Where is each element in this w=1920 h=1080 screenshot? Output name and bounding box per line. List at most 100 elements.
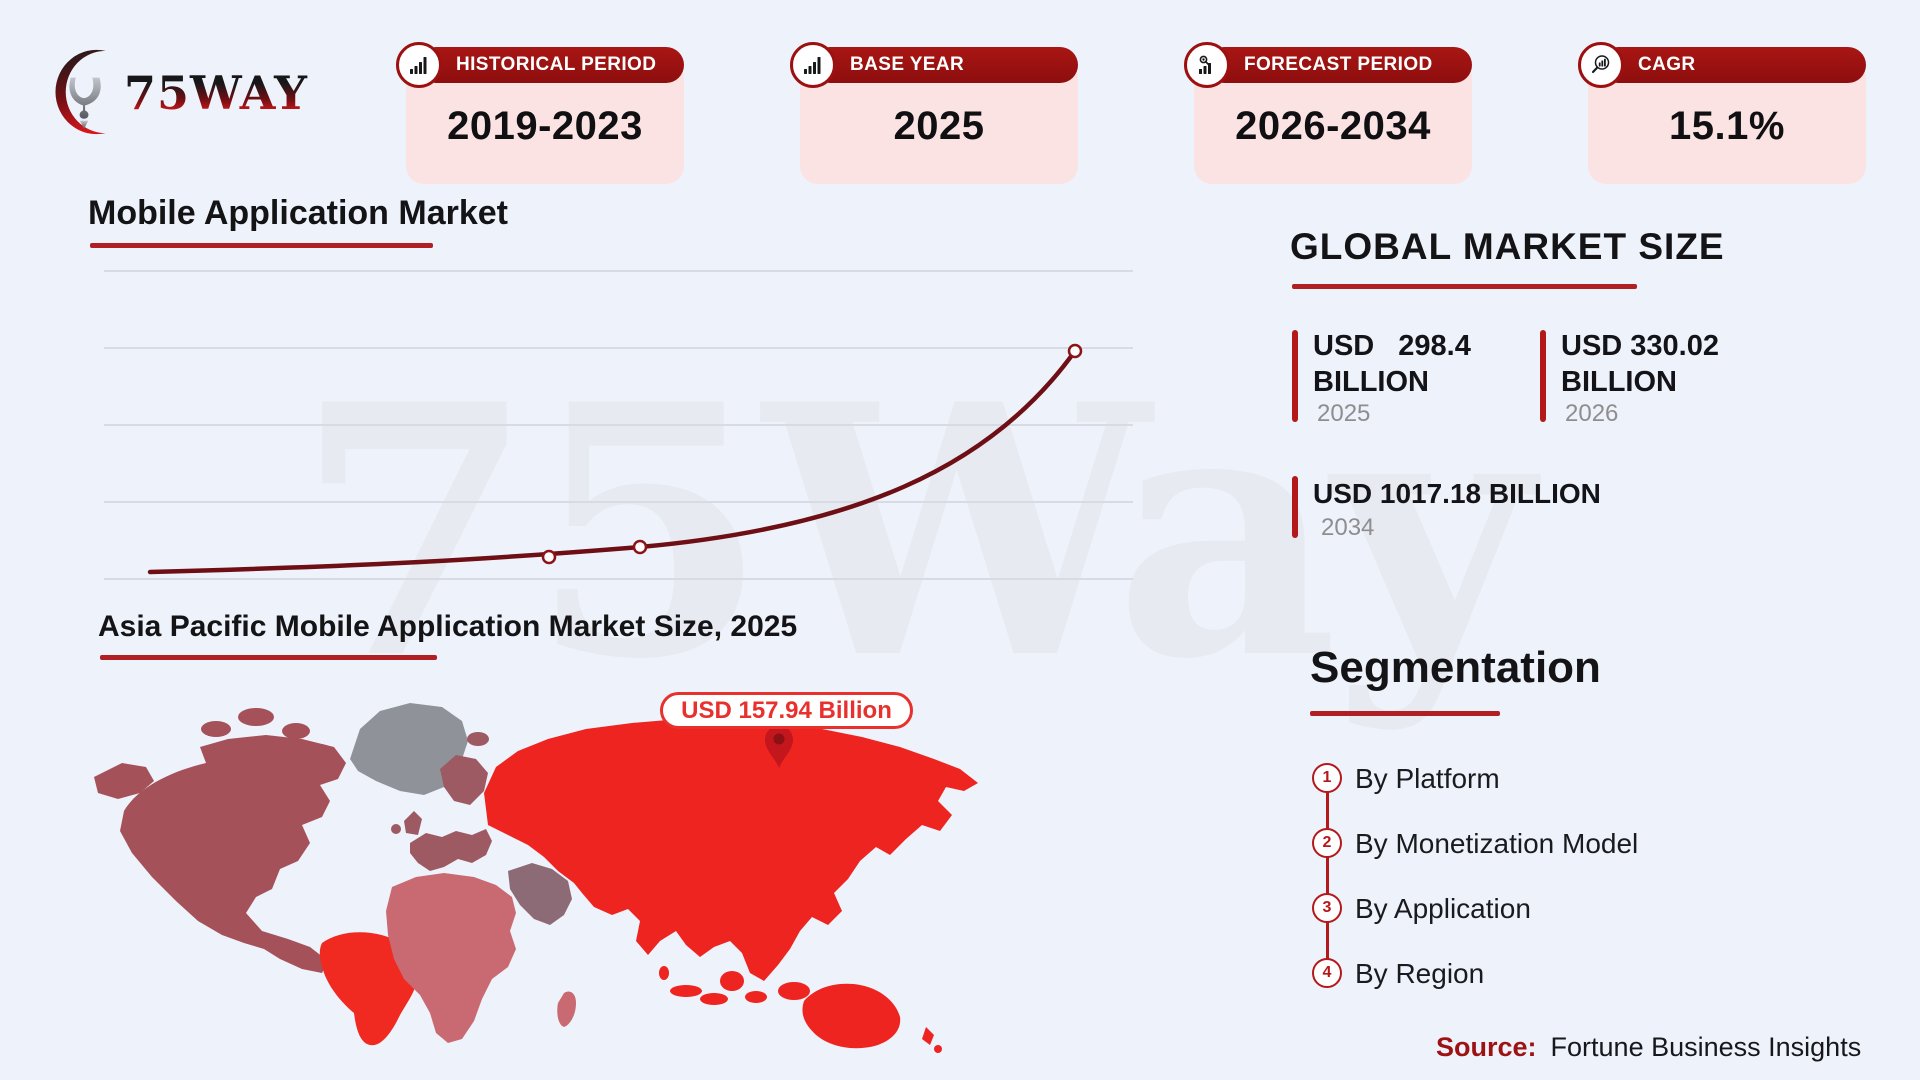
chart-gridline (104, 578, 1133, 580)
chart-gridline (104, 501, 1133, 503)
stat-badge-base-year: BASE YEAR 2025 (790, 42, 1078, 184)
map-region-south-america (319, 932, 418, 1046)
stat-pill: FORECAST PERIOD (1206, 47, 1472, 83)
background-watermark: 75Way (295, 330, 1533, 735)
logo-bull-glyph (69, 77, 101, 119)
segmentation-title: Segmentation (1310, 643, 1601, 692)
stat-accent-bar (1540, 330, 1546, 422)
map-region-madagascar (557, 991, 576, 1027)
stat-value: 2025 (893, 104, 985, 148)
map-region-alaska (94, 763, 154, 799)
chart-gridline (104, 270, 1133, 272)
map-region-europe-mainland (410, 829, 492, 871)
map-arctic-island (282, 723, 310, 739)
map-borneo (720, 971, 744, 991)
stat-label: BASE YEAR (850, 54, 965, 75)
map-indonesia-island (670, 985, 702, 997)
market-size-2034: USD 1017.18 BILLION (1313, 478, 1601, 509)
map-indonesia-island (745, 991, 767, 1003)
stat-pill: BASE YEAR (812, 47, 1078, 83)
map-region-japan (828, 826, 854, 871)
magnifier-chart-icon (1184, 42, 1230, 88)
map-region-africa (386, 873, 516, 1043)
logo-wordmark: 75WAY (124, 66, 308, 120)
segmentation-item-number: 4 (1312, 958, 1342, 988)
map-new-guinea (778, 982, 810, 1000)
map-arctic-island (309, 744, 331, 758)
world-map (94, 703, 978, 1053)
map-arctic-island (238, 708, 274, 726)
data-point-marker-2034 (1067, 343, 1083, 359)
stat-badge-historical-period: HISTORICAL PERIOD 2019-2023 (396, 42, 684, 184)
brand-logo: 75WAY (46, 44, 308, 144)
data-point-marker-2025 (541, 549, 557, 565)
market-size-2026: USD 330.02 BILLION (1561, 328, 1719, 400)
segmentation-item-label: By Application (1355, 893, 1531, 924)
source-value: Fortune Business Insights (1550, 1032, 1862, 1062)
map-region-new-zealand (922, 1027, 934, 1045)
stat-badge-cagr: CAGR 15.1% (1578, 42, 1866, 184)
chart-title: Mobile Application Market (88, 194, 509, 232)
map-region-north-america (120, 735, 346, 973)
global-market-size-title: GLOBAL MARKET SIZE (1290, 226, 1725, 267)
stat-accent-bar (1292, 476, 1298, 538)
market-size-2025-year: 2025 (1317, 400, 1371, 427)
stat-label: HISTORICAL PERIOD (456, 54, 657, 75)
map-region-scandinavia (440, 755, 488, 805)
map-region-australia (802, 983, 901, 1049)
map-region-middle-east (508, 863, 572, 925)
stat-badge-forecast-period: FORECAST PERIOD 2026-2034 (1184, 42, 1472, 184)
map-indonesia-island (700, 993, 728, 1005)
location-pin-icon (765, 726, 793, 768)
magnifier-bars-icon (1578, 42, 1624, 88)
map-nz-island (934, 1045, 942, 1053)
chart-title-underline (90, 243, 433, 248)
global-market-size-underline (1292, 284, 1637, 289)
market-size-2026-line1: USD 330.02 (1561, 330, 1719, 362)
segmentation-item-number: 3 (1312, 893, 1342, 923)
market-size-2025-line1: USD 298.4 (1313, 330, 1471, 362)
chart-gridline (104, 347, 1133, 349)
market-size-2025-line2: BILLION (1313, 366, 1429, 398)
market-size-2034-year: 2034 (1321, 514, 1375, 541)
map-sri-lanka (659, 966, 669, 980)
market-size-2026-line2: BILLION (1561, 366, 1677, 398)
map-title: Asia Pacific Mobile Application Market S… (98, 610, 798, 643)
map-arctic-island (201, 721, 231, 737)
stat-pill: CAGR (1600, 47, 1866, 83)
growth-curve-chart (147, 343, 1083, 575)
map-japan-island (822, 875, 830, 883)
market-size-2026-year: 2026 (1565, 400, 1619, 427)
stat-value: 2019-2023 (447, 104, 643, 148)
map-philippines (772, 937, 784, 957)
stat-label: CAGR (1638, 54, 1696, 75)
map-title-underline (100, 655, 437, 660)
map-value-callout: USD 157.94 Billion (660, 692, 913, 729)
market-size-2025: USD 298.4 BILLION (1313, 328, 1471, 400)
map-callout-text: USD 157.94 Billion (681, 696, 892, 724)
map-region-iceland (467, 732, 489, 746)
segmentation-item-label: By Region (1355, 958, 1485, 989)
stat-label: FORECAST PERIOD (1244, 54, 1433, 75)
bar-chart-icon (790, 42, 836, 88)
map-region-ireland (391, 824, 401, 834)
segmentation-underline (1310, 711, 1500, 716)
stat-value: 15.1% (1669, 104, 1785, 148)
source-label: Source: (1436, 1032, 1537, 1062)
stat-accent-bar (1292, 330, 1298, 422)
map-region-uk (404, 811, 422, 835)
segmentation-item-number: 1 (1312, 763, 1342, 793)
stat-pill: HISTORICAL PERIOD (418, 47, 684, 83)
data-point-marker-2026 (632, 539, 648, 555)
growth-curve (147, 348, 1078, 575)
logo-crescent-icon (55, 49, 106, 135)
chart-gridline (104, 424, 1133, 426)
stat-value: 2026-2034 (1235, 104, 1431, 148)
segmentation-item-label: By Monetization Model (1355, 828, 1639, 859)
bar-chart-icon (396, 42, 442, 88)
map-region-asia-pacific (484, 719, 978, 981)
map-region-greenland (350, 703, 468, 795)
segmentation-connector-line (1326, 778, 1329, 974)
source-line: Source: Fortune Business Insights (1436, 1032, 1861, 1063)
segmentation-item-label: By Platform (1355, 763, 1500, 794)
